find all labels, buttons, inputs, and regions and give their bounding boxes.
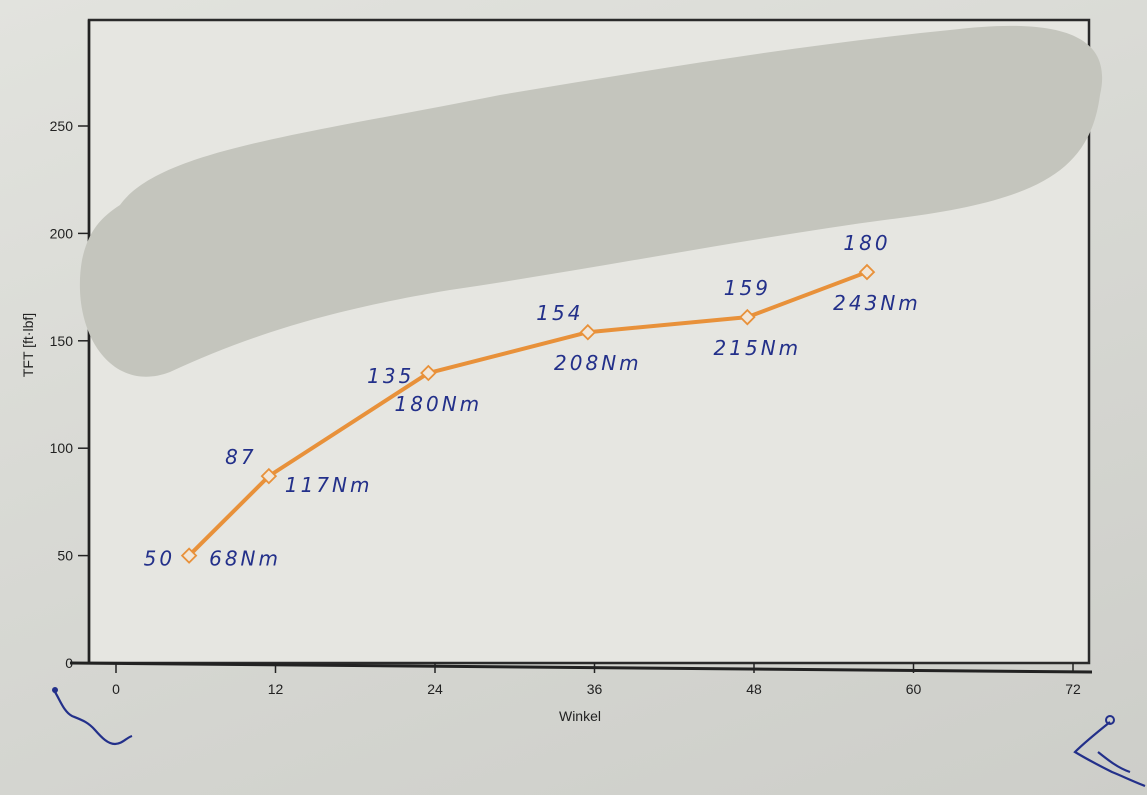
y-tick-label: 0 <box>65 655 73 671</box>
handwritten-label: 243Nm <box>833 291 921 315</box>
data-point-marker <box>858 263 876 281</box>
y-tick-label: 250 <box>50 118 74 134</box>
x-tick-label: 72 <box>1065 681 1081 697</box>
x-tick-label: 48 <box>746 681 762 697</box>
handwritten-label: 68Nm <box>209 547 281 571</box>
handwritten-label: 135 <box>367 364 414 388</box>
y-tick-label: 100 <box>50 440 74 456</box>
data-point-marker <box>420 364 437 382</box>
handwritten-label: 159 <box>724 276 771 300</box>
handwritten-label: 180 <box>843 231 890 255</box>
y-tick-label: 150 <box>50 333 74 349</box>
data-point-marker <box>260 467 278 485</box>
handwritten-label: 215Nm <box>714 336 802 360</box>
y-tick-label: 200 <box>50 225 74 241</box>
redaction-blob <box>79 25 1103 377</box>
x-tick-label: 24 <box>427 681 443 697</box>
series-line <box>187 270 868 558</box>
x-axis-title: Winkel <box>559 708 601 724</box>
y-ticks: 0 50 100 150 200 250 <box>50 118 89 671</box>
y-axis-title: TFT [ft·lbf] <box>20 313 36 377</box>
handwritten-label: 154 <box>536 301 583 325</box>
x-axis-line <box>69 661 1093 674</box>
handwritten-label: 87 <box>225 445 256 469</box>
series-layer <box>180 263 876 564</box>
x-tick-label: 12 <box>268 681 284 697</box>
handwritten-label: 117Nm <box>285 473 373 497</box>
x-tick-label: 36 <box>587 681 603 697</box>
x-tick-label: 0 <box>112 681 120 697</box>
data-point-marker <box>739 308 756 326</box>
handwritten-label: 180Nm <box>395 392 483 416</box>
data-point-marker <box>180 547 198 564</box>
signature-left <box>54 691 133 746</box>
handwritten-label: 50 <box>144 547 175 571</box>
x-tick-label: 60 <box>906 681 922 697</box>
signature-left-dot <box>52 687 58 693</box>
handwritten-annotations: 50 68Nm 87 117Nm 135 180Nm 154 208Nm 159 215Nm 180… <box>144 231 921 571</box>
x-ticks: 0 12 24 36 48 60 72 <box>112 663 1081 697</box>
data-point-marker <box>579 323 597 341</box>
signature-right-dot <box>1105 715 1115 725</box>
y-tick-label: 50 <box>57 548 73 564</box>
handwritten-label: 208Nm <box>554 351 642 375</box>
signature-right <box>1073 721 1146 788</box>
